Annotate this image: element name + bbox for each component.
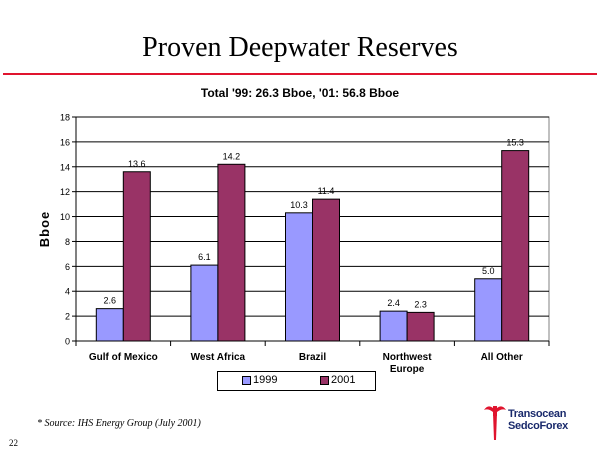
data-label: 10.3 xyxy=(290,200,308,210)
bar-2001-gulf-of-mexico xyxy=(122,171,151,342)
data-label: 2.4 xyxy=(387,298,400,308)
data-label: 5.0 xyxy=(482,266,495,276)
source-note: * Source: IHS Energy Group (July 2001) xyxy=(37,418,201,429)
y-tick-label: 16 xyxy=(60,137,70,147)
title-divider xyxy=(3,73,597,75)
page-number: 22 xyxy=(9,438,18,448)
logo-line-2: SedcoForex xyxy=(508,420,568,432)
y-tick-label: 18 xyxy=(60,113,70,123)
logo-line-1: Transocean xyxy=(508,408,567,420)
bar-1999-northwest-europe xyxy=(379,310,408,342)
y-tick-label: 14 xyxy=(60,162,70,172)
data-label: 6.1 xyxy=(198,252,211,262)
y-tick-label: 2 xyxy=(65,312,70,322)
bar-2001-brazil xyxy=(312,198,340,342)
legend-label-2001: 2001 xyxy=(331,374,356,386)
bar-1999-brazil xyxy=(285,212,313,342)
y-tick-label: 6 xyxy=(65,262,70,272)
bar-1999-gulf-of-mexico xyxy=(95,308,124,342)
data-label: 11.4 xyxy=(318,186,335,196)
chart-title: Total '99: 26.3 Bboe, '01: 56.8 Bboe xyxy=(200,86,400,100)
logo-text: Transocean SedcoForex xyxy=(508,408,568,432)
y-tick-label: 8 xyxy=(65,237,70,247)
x-tick-label: Brazil xyxy=(299,352,326,363)
y-tick-label: 4 xyxy=(65,287,70,297)
company-logo: Transocean SedcoForex xyxy=(482,402,592,442)
transocean-logo-icon xyxy=(484,406,506,440)
legend-label-1999: 1999 xyxy=(253,374,278,386)
y-tick-label: 0 xyxy=(65,337,70,347)
bar-2001-all-other xyxy=(501,150,530,342)
data-label: 14.2 xyxy=(223,151,241,161)
data-label: 2.3 xyxy=(414,299,427,309)
data-label: 13.6 xyxy=(128,159,146,169)
x-tick-label: Northwest xyxy=(383,352,433,363)
legend-item-2001: 2001 xyxy=(320,374,355,386)
slide-title: Proven Deepwater Reserves xyxy=(142,32,458,63)
bar-2001-northwest-europe xyxy=(406,311,435,342)
y-tick-label: 12 xyxy=(60,187,70,197)
x-tick-label: West Africa xyxy=(191,352,246,363)
y-axis-label: Bboe xyxy=(37,211,52,248)
bar-2001-west-africa xyxy=(217,163,246,342)
bar-1999-all-other xyxy=(474,278,503,342)
bar-1999-west-africa xyxy=(190,264,219,342)
x-tick-label: Europe xyxy=(390,364,425,375)
x-tick-label: All Other xyxy=(481,352,523,363)
y-tick-label: 10 xyxy=(60,212,70,222)
legend-item-1999: 1999 xyxy=(242,374,277,386)
x-tick-label: Gulf of Mexico xyxy=(89,352,158,363)
data-label: 2.6 xyxy=(104,296,117,306)
chart-legend: 1999 2001 xyxy=(217,371,376,391)
legend-swatch-1999 xyxy=(242,375,251,385)
legend-swatch-2001 xyxy=(320,375,329,385)
data-label: 15.3 xyxy=(506,138,524,148)
